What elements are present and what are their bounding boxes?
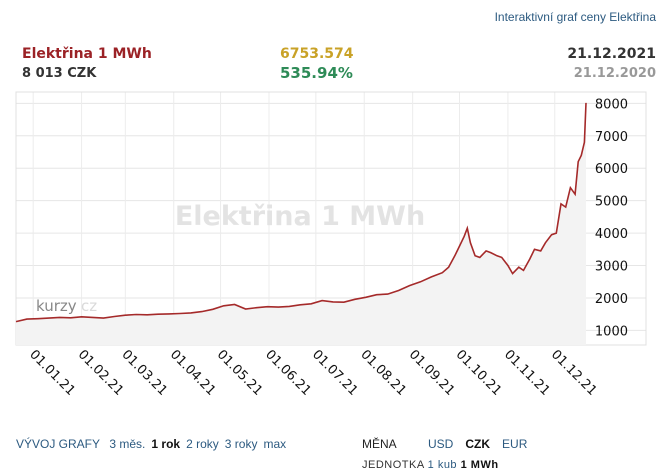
unit-option-active[interactable]: 1 MWh [460,459,499,471]
unit-label: JEDNOTKA [362,459,425,471]
x-tick-label: 01.09.21 [406,347,458,399]
interactive-chart-link[interactable]: Interaktivní graf ceny Elektřina [494,10,656,24]
watermark: Elektřina 1 MWh [175,201,425,232]
product-name: Elektřina 1 MWh [22,46,152,62]
range-option[interactable]: 3 měs. [109,437,146,451]
x-tick-label: 01.12.21 [548,347,600,399]
current-date: 21.12.2021 [567,46,656,62]
currency-option[interactable]: EUR [502,437,528,451]
currency-selector: MĚNA USD CZK EUR [362,437,545,451]
price-czk: 8 013 CZK [22,66,97,81]
currency-option[interactable]: CZK [465,437,491,451]
y-axis: 1000 2000 3000 4000 5000 6000 7000 8000 [595,97,628,339]
range-option[interactable]: 1 rok [151,437,181,451]
unit-option[interactable]: 1 kub [427,459,458,471]
y-tick-label: 1000 [595,324,628,339]
range-option[interactable]: max [263,437,287,451]
currency-option[interactable]: USD [428,437,454,451]
x-tick-label: 01.01.21 [26,347,78,399]
x-tick-label: 01.11.21 [501,347,553,399]
price-line [15,102,587,323]
x-tick-label: 01.04.21 [167,347,219,399]
y-tick-label: 4000 [595,227,628,242]
change-percent: 535.94% [280,64,353,82]
logo-text-2: cz [81,297,97,315]
currency-label: MĚNA [362,437,397,451]
x-tick-label: 01.06.21 [262,347,314,399]
range-option[interactable]: 2 roky [186,437,219,451]
x-tick-label: 01.03.21 [118,347,170,399]
logo-text-1: kurzy [36,297,77,315]
x-tick-label: 01.07.21 [309,347,361,399]
x-axis: 01.01.2101.02.2101.03.2101.04.2101.05.21… [26,347,599,399]
x-tick-label: 01.08.21 [357,347,409,399]
y-tick-label: 3000 [595,260,628,275]
unit-selector: JEDNOTKA 1 kub 1 MWh [362,459,499,471]
kurzy-logo: kurzy cz [36,297,97,315]
x-tick-label: 01.02.21 [75,347,127,399]
range-option[interactable]: 3 roky [224,437,258,451]
base-date: 21.12.2020 [573,66,656,81]
x-tick-label: 01.10.21 [453,347,505,399]
y-tick-label: 5000 [595,195,628,210]
y-tick-label: 8000 [595,97,628,112]
y-tick-label: 7000 [595,130,628,145]
price-chart: Elektřina 1 MWh 1000 2000 3000 4000 5000 6000… [15,91,647,399]
y-tick-label: 2000 [595,292,628,307]
current-price: 6753.574 [280,46,354,62]
range-selector: VÝVOJ GRAFY 3 měs. 1 rok 2 roky 3 roky max [16,437,298,451]
x-tick-label: 01.05.21 [214,347,266,399]
currency-options: USD CZK EUR [428,437,539,451]
y-tick-label: 6000 [595,162,628,177]
range-options: 3 měs. 1 rok 2 roky 3 roky max [109,437,292,451]
price-area [16,102,586,346]
range-section-label: VÝVOJ GRAFY [16,437,101,451]
